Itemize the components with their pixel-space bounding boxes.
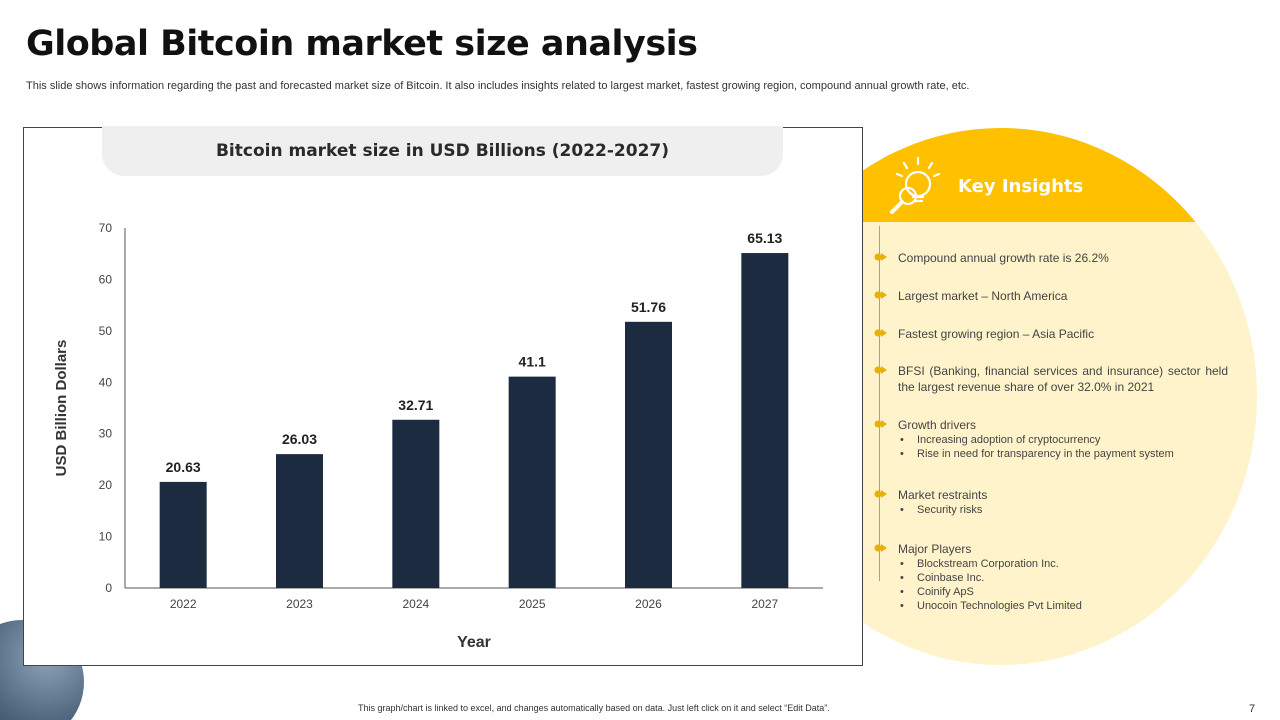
insight-item: Market restraintsSecurity risks <box>874 487 1228 517</box>
insight-text: Fastest growing region – Asia Pacific <box>898 327 1095 341</box>
bullet-arrow-icon <box>874 420 887 428</box>
bar-2026 <box>625 321 672 588</box>
insight-text: Largest market – North America <box>898 289 1068 303</box>
y-axis-title: USD Billion Dollars <box>53 340 70 477</box>
insight-sub-list: Blockstream Corporation Inc.Coinbase Inc… <box>898 557 1228 613</box>
data-label-2026: 51.76 <box>631 299 666 315</box>
x-tick-label: 2022 <box>170 597 197 611</box>
x-axis-title: Year <box>457 634 491 651</box>
insight-sub-item: Blockstream Corporation Inc. <box>898 557 1228 571</box>
y-tick-label: 30 <box>99 427 113 441</box>
insight-sub-item: Rise in need for transparency in the pay… <box>898 447 1228 461</box>
data-label-2023: 26.03 <box>282 431 317 447</box>
bar-2023 <box>276 454 323 588</box>
bar-chart[interactable]: 0 10 20 30 40 50 60 70 20.63 2022 26.03 2023 32.71 20… <box>24 128 864 667</box>
y-tick-label: 20 <box>99 478 113 492</box>
insight-sub-item: Coinify ApS <box>898 585 1228 599</box>
insight-text: Market restraints <box>898 488 988 502</box>
y-tick-label: 10 <box>99 530 113 544</box>
y-tick-label: 40 <box>99 375 113 389</box>
timeline-line <box>879 226 880 581</box>
footer-note: This graph/chart is linked to excel, and… <box>358 703 830 713</box>
y-tick-label: 0 <box>105 581 112 595</box>
insight-item: Compound annual growth rate is 26.2% <box>874 250 1228 266</box>
bullet-arrow-icon <box>874 490 887 498</box>
x-tick-label: 2023 <box>286 597 313 611</box>
insight-item: Growth driversIncreasing adoption of cry… <box>874 417 1228 461</box>
page-subtitle: This slide shows information regarding t… <box>26 80 970 92</box>
bullet-arrow-icon <box>874 253 887 261</box>
insight-text: BFSI (Banking, financial services and in… <box>898 364 1228 394</box>
y-tick-label: 60 <box>99 272 113 286</box>
bullet-arrow-icon <box>874 366 887 374</box>
bar-2024 <box>392 419 440 588</box>
bar-2025 <box>508 376 556 588</box>
x-tick-label: 2027 <box>751 597 778 611</box>
x-tick-label: 2026 <box>635 597 662 611</box>
insight-sub-item: Increasing adoption of cryptocurrency <box>898 433 1228 447</box>
chart-panel[interactable]: 0 10 20 30 40 50 60 70 20.63 2022 26.03 2023 32.71 20… <box>23 127 863 666</box>
data-label-2024: 32.71 <box>398 397 433 413</box>
lightbulb-magnifier-icon <box>890 156 941 214</box>
page-number: 7 <box>1249 703 1256 715</box>
insight-item: Fastest growing region – Asia Pacific <box>874 326 1228 342</box>
page-title: Global Bitcoin market size analysis <box>26 24 698 64</box>
insight-text: Compound annual growth rate is 26.2% <box>898 251 1109 265</box>
insight-text: Growth drivers <box>898 418 977 432</box>
y-tick-label: 70 <box>99 221 113 235</box>
insight-item: Largest market – North America <box>874 288 1228 304</box>
y-tick-label: 50 <box>99 324 113 338</box>
insight-sub-list: Security risks <box>898 503 1228 517</box>
bar-2027 <box>741 253 789 588</box>
insight-sub-item: Coinbase Inc. <box>898 571 1228 585</box>
bullet-arrow-icon <box>874 291 887 299</box>
insight-sub-item: Unocoin Technologies Pvt Limited <box>898 599 1228 613</box>
chart-title: Bitcoin market size in USD Billions (202… <box>102 126 783 176</box>
insight-item: Major PlayersBlockstream Corporation Inc… <box>874 541 1228 613</box>
insight-text: Major Players <box>898 542 972 556</box>
data-label-2022: 20.63 <box>166 459 201 475</box>
insight-item: BFSI (Banking, financial services and in… <box>874 363 1228 395</box>
insight-sub-item: Security risks <box>898 503 1228 517</box>
data-label-2027: 65.13 <box>747 230 782 246</box>
bar-2022 <box>159 481 207 588</box>
bullet-arrow-icon <box>874 544 887 552</box>
x-tick-label: 2025 <box>519 597 546 611</box>
bullet-arrow-icon <box>874 329 887 337</box>
insight-sub-list: Increasing adoption of cryptocurrencyRis… <box>898 433 1228 461</box>
x-tick-label: 2024 <box>402 597 429 611</box>
data-label-2025: 41.1 <box>519 354 546 370</box>
key-insights-title: Key Insights <box>958 176 1084 197</box>
